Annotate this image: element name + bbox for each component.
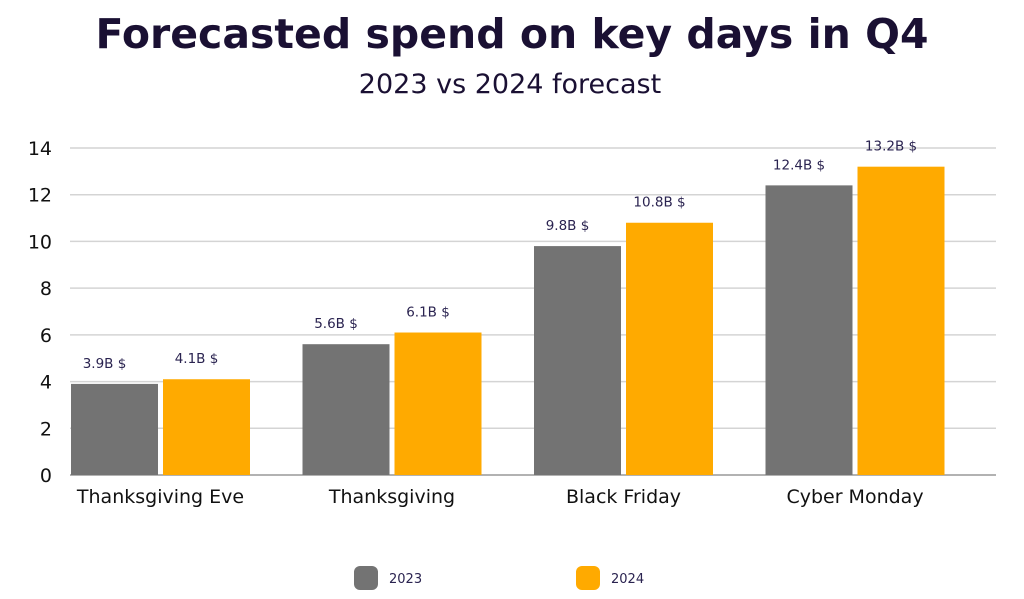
data-label: 6.1B $	[406, 305, 450, 321]
y-tick-label: 10	[28, 231, 52, 253]
x-category-label: Thanksgiving	[328, 486, 455, 508]
data-label: 5.6B $	[314, 316, 358, 332]
y-tick-label: 2	[40, 418, 52, 440]
legend-label: 2023	[389, 572, 422, 587]
data-label: 10.8B $	[633, 195, 685, 211]
legend-swatch-2023	[354, 566, 378, 590]
legend-label: 2024	[611, 572, 644, 587]
data-label: 9.8B $	[546, 218, 590, 234]
legend-swatch-2024	[576, 566, 600, 590]
data-label: 4.1B $	[175, 351, 219, 367]
bar-2023	[302, 344, 390, 475]
y-tick-label: 6	[40, 325, 52, 347]
y-tick-label: 0	[40, 465, 52, 487]
bar-2024	[857, 166, 945, 475]
y-tick-label: 14	[28, 138, 52, 160]
y-tick-label: 12	[28, 185, 52, 207]
data-label: 3.9B $	[83, 356, 127, 372]
x-category-label: Black Friday	[566, 486, 681, 508]
bar-2024	[626, 222, 713, 475]
bar-2023	[765, 185, 853, 475]
data-label: 13.2B $	[865, 139, 917, 155]
chart-title: Forecasted spend on key days in Q4	[96, 10, 929, 58]
x-category-label: Cyber Monday	[786, 486, 923, 508]
data-label: 12.4B $	[773, 157, 825, 173]
bar-2023	[534, 246, 621, 475]
y-tick-label: 4	[40, 372, 52, 394]
bar-2023	[71, 383, 158, 475]
y-tick-label: 8	[40, 278, 52, 300]
bar-2024	[163, 379, 250, 475]
x-category-label: Thanksgiving Eve	[76, 486, 244, 508]
bar-2024	[394, 332, 482, 475]
chart-subtitle: 2023 vs 2024 forecast	[359, 69, 661, 100]
